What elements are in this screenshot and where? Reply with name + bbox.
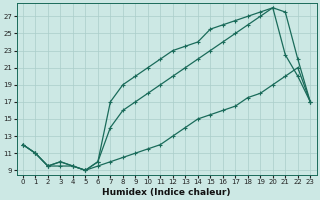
- X-axis label: Humidex (Indice chaleur): Humidex (Indice chaleur): [102, 188, 231, 197]
